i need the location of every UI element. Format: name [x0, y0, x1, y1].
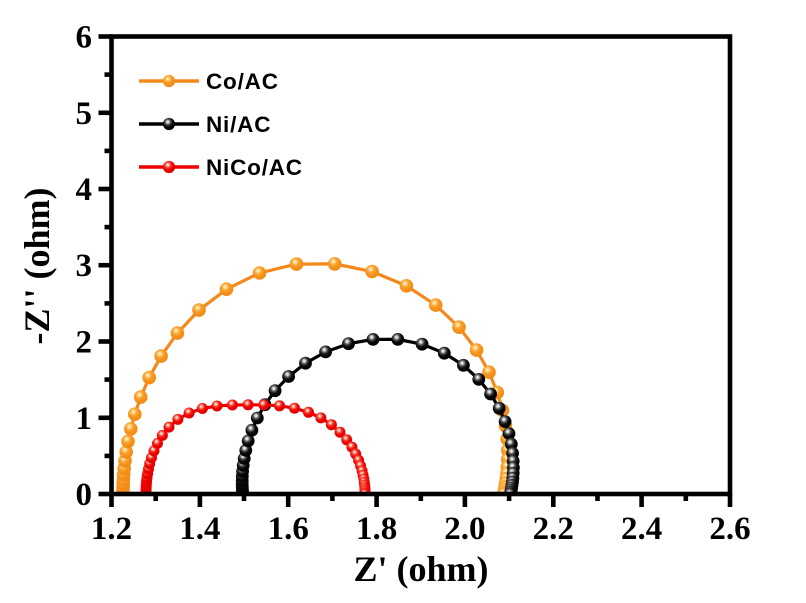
- svg-text:1.2: 1.2: [91, 511, 132, 547]
- svg-text:-Z'' (ohm): -Z'' (ohm): [17, 188, 57, 345]
- svg-text:2: 2: [76, 325, 93, 361]
- svg-text:2.4: 2.4: [621, 511, 662, 547]
- svg-text:1.4: 1.4: [179, 511, 220, 547]
- svg-text:1.6: 1.6: [268, 511, 309, 547]
- svg-text:6: 6: [76, 20, 93, 56]
- svg-text:1.8: 1.8: [356, 511, 397, 547]
- svg-text:2.6: 2.6: [709, 511, 750, 547]
- svg-text:Co/AC: Co/AC: [206, 69, 279, 94]
- svg-text:Z' (ohm): Z' (ohm): [354, 549, 489, 589]
- svg-text:1: 1: [76, 401, 93, 437]
- svg-text:2.2: 2.2: [533, 511, 574, 547]
- svg-text:Ni/AC: Ni/AC: [206, 112, 271, 137]
- svg-text:3: 3: [76, 248, 93, 284]
- svg-text:NiCo/AC: NiCo/AC: [206, 155, 303, 180]
- svg-text:4: 4: [76, 172, 93, 208]
- svg-text:0: 0: [76, 477, 93, 513]
- svg-text:2.0: 2.0: [444, 511, 485, 547]
- svg-text:5: 5: [76, 96, 93, 132]
